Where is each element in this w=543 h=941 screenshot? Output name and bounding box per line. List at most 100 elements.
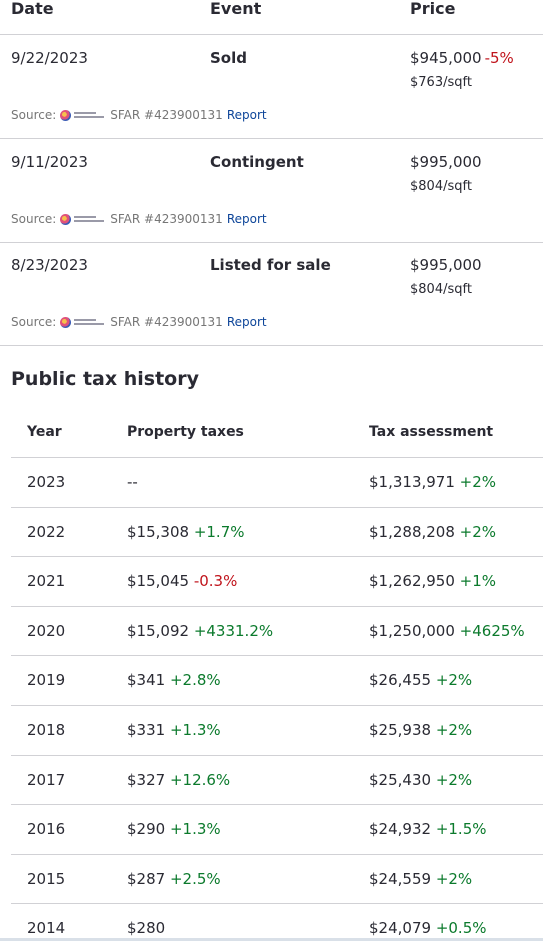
tax-year: 2020 bbox=[27, 621, 66, 640]
event-source: Source: SFAR #423900131 Report bbox=[11, 108, 267, 122]
assessment-change: +1.5% bbox=[435, 820, 487, 839]
event-price: $995,000 bbox=[410, 153, 482, 171]
taxes-change: +1.3% bbox=[169, 820, 221, 839]
tax-year: 2021 bbox=[27, 572, 66, 591]
tax-assessment: $1,288,208 +2% bbox=[369, 522, 497, 541]
sfar-logo-icon bbox=[60, 316, 107, 328]
taxes-change: +1.7% bbox=[193, 522, 245, 541]
column-header-event: Event bbox=[210, 0, 262, 18]
property-taxes: $327 +12.6% bbox=[127, 770, 231, 789]
event-source: Source: SFAR #423900131 Report bbox=[11, 212, 267, 226]
assessment-change: +0.5% bbox=[435, 919, 487, 938]
tax-year: 2017 bbox=[27, 770, 66, 789]
column-header-property-taxes: Property taxes bbox=[127, 424, 244, 440]
property-taxes: $341 +2.8% bbox=[127, 671, 221, 690]
source-id: SFAR #423900131 bbox=[110, 212, 223, 226]
property-taxes: $280 bbox=[127, 919, 166, 938]
tax-assessment: $1,250,000 +4625% bbox=[369, 621, 525, 640]
taxes-change: +2.8% bbox=[169, 671, 221, 690]
report-link[interactable]: Report bbox=[226, 212, 267, 226]
tax-assessment: $1,262,950 +1% bbox=[369, 572, 497, 591]
tax-year: 2015 bbox=[27, 869, 66, 888]
table-row: 2015 $287 +2.5% $24,559 +2% bbox=[11, 855, 543, 905]
event-type: Listed for sale bbox=[210, 256, 331, 274]
price-history-row: 8/23/2023 Listed for sale $995,000 $804/… bbox=[0, 242, 543, 346]
tax-assessment: $24,079 +0.5% bbox=[369, 919, 487, 938]
taxes-change: +12.6% bbox=[169, 770, 231, 789]
column-header-date: Date bbox=[11, 0, 54, 18]
taxes-change: +2.5% bbox=[169, 869, 221, 888]
event-date: 9/11/2023 bbox=[11, 153, 88, 171]
column-header-tax-assessment: Tax assessment bbox=[369, 424, 494, 440]
assessment-change: +2% bbox=[435, 869, 473, 888]
price-per-sqft: $804/sqft bbox=[410, 282, 472, 297]
event-type: Contingent bbox=[210, 153, 304, 171]
assessment-change: +2% bbox=[459, 473, 497, 491]
tax-assessment: $24,559 +2% bbox=[369, 869, 473, 888]
assessment-change: +2% bbox=[435, 770, 473, 789]
property-taxes: $15,308 +1.7% bbox=[127, 522, 245, 541]
source-id: SFAR #423900131 bbox=[110, 108, 223, 122]
assessment-change: +1% bbox=[459, 572, 497, 591]
table-row: 2016 $290 +1.3% $24,932 +1.5% bbox=[11, 805, 543, 855]
tax-table-body: 2023 -- $1,313,971 +2% 2022 $15,308 +1.7% $1… bbox=[11, 458, 543, 941]
column-header-price: Price bbox=[410, 0, 456, 18]
event-date: 9/22/2023 bbox=[11, 49, 88, 67]
property-taxes: $331 +1.3% bbox=[127, 720, 221, 739]
price-history-header: Date Event Price bbox=[0, 0, 543, 35]
tax-year: 2016 bbox=[27, 820, 66, 839]
sfar-logo-icon bbox=[60, 109, 107, 121]
taxes-change: -0.3% bbox=[193, 572, 238, 591]
assessment-change: +2% bbox=[435, 671, 473, 690]
tax-assessment: $24,932 +1.5% bbox=[369, 820, 487, 839]
source-label: Source: bbox=[11, 212, 57, 226]
taxes-change: +4331.2% bbox=[193, 621, 274, 640]
property-taxes: $287 +2.5% bbox=[127, 869, 221, 888]
price-per-sqft: $804/sqft bbox=[410, 179, 472, 194]
table-row: 2018 $331 +1.3% $25,938 +2% bbox=[11, 706, 543, 756]
table-row: 2017 $327 +12.6% $25,430 +2% bbox=[11, 756, 543, 806]
tax-year: 2019 bbox=[27, 671, 66, 690]
tax-year: 2014 bbox=[27, 919, 66, 938]
price-history-row: 9/11/2023 Contingent $995,000 $804/sqft … bbox=[0, 139, 543, 243]
column-header-year: Year bbox=[27, 424, 62, 440]
price-change: -5% bbox=[484, 49, 514, 67]
assessment-change: +2% bbox=[459, 522, 497, 541]
bottom-scroll-edge bbox=[0, 938, 543, 941]
tax-assessment: $25,430 +2% bbox=[369, 770, 473, 789]
table-row: 2023 -- $1,313,971 +2% bbox=[11, 458, 543, 508]
table-row: 2014 $280 $24,079 +0.5% bbox=[11, 904, 543, 941]
tax-year: 2023 bbox=[27, 473, 66, 491]
tax-table-header: Year Property taxes Tax assessment bbox=[11, 408, 543, 458]
tax-year: 2022 bbox=[27, 522, 66, 541]
source-id: SFAR #423900131 bbox=[110, 315, 223, 329]
report-link[interactable]: Report bbox=[226, 315, 267, 329]
table-row: 2019 $341 +2.8% $26,455 +2% bbox=[11, 656, 543, 706]
source-label: Source: bbox=[11, 315, 57, 329]
event-date: 8/23/2023 bbox=[11, 256, 88, 274]
event-price: $945,000 -5% bbox=[410, 49, 514, 67]
tax-assessment: $26,455 +2% bbox=[369, 671, 473, 690]
assessment-change: +2% bbox=[435, 720, 473, 739]
taxes-change: +1.3% bbox=[169, 720, 221, 739]
event-type: Sold bbox=[210, 49, 247, 67]
event-price: $995,000 bbox=[410, 256, 482, 274]
tax-history-title: Public tax history bbox=[11, 368, 199, 390]
property-taxes: -- bbox=[127, 473, 138, 491]
table-row: 2020 $15,092 +4331.2% $1,250,000 +4625% bbox=[11, 607, 543, 657]
report-link[interactable]: Report bbox=[226, 108, 267, 122]
tax-assessment: $25,938 +2% bbox=[369, 720, 473, 739]
price-per-sqft: $763/sqft bbox=[410, 75, 472, 90]
property-taxes: $15,092 +4331.2% bbox=[127, 621, 274, 640]
price-history-row: 9/22/2023 Sold $945,000 -5% $763/sqft Sou… bbox=[0, 35, 543, 139]
property-taxes: $15,045 -0.3% bbox=[127, 572, 238, 591]
assessment-change: +4625% bbox=[459, 621, 525, 640]
tax-history-table: Year Property taxes Tax assessment 2023 -… bbox=[11, 408, 543, 941]
property-taxes: $290 +1.3% bbox=[127, 820, 221, 839]
event-source: Source: SFAR #423900131 Report bbox=[11, 315, 267, 329]
table-row: 2021 $15,045 -0.3% $1,262,950 +1% bbox=[11, 557, 543, 607]
table-row: 2022 $15,308 +1.7% $1,288,208 +2% bbox=[11, 508, 543, 558]
sfar-logo-icon bbox=[60, 213, 107, 225]
source-label: Source: bbox=[11, 108, 57, 122]
tax-assessment: $1,313,971 +2% bbox=[369, 473, 497, 491]
